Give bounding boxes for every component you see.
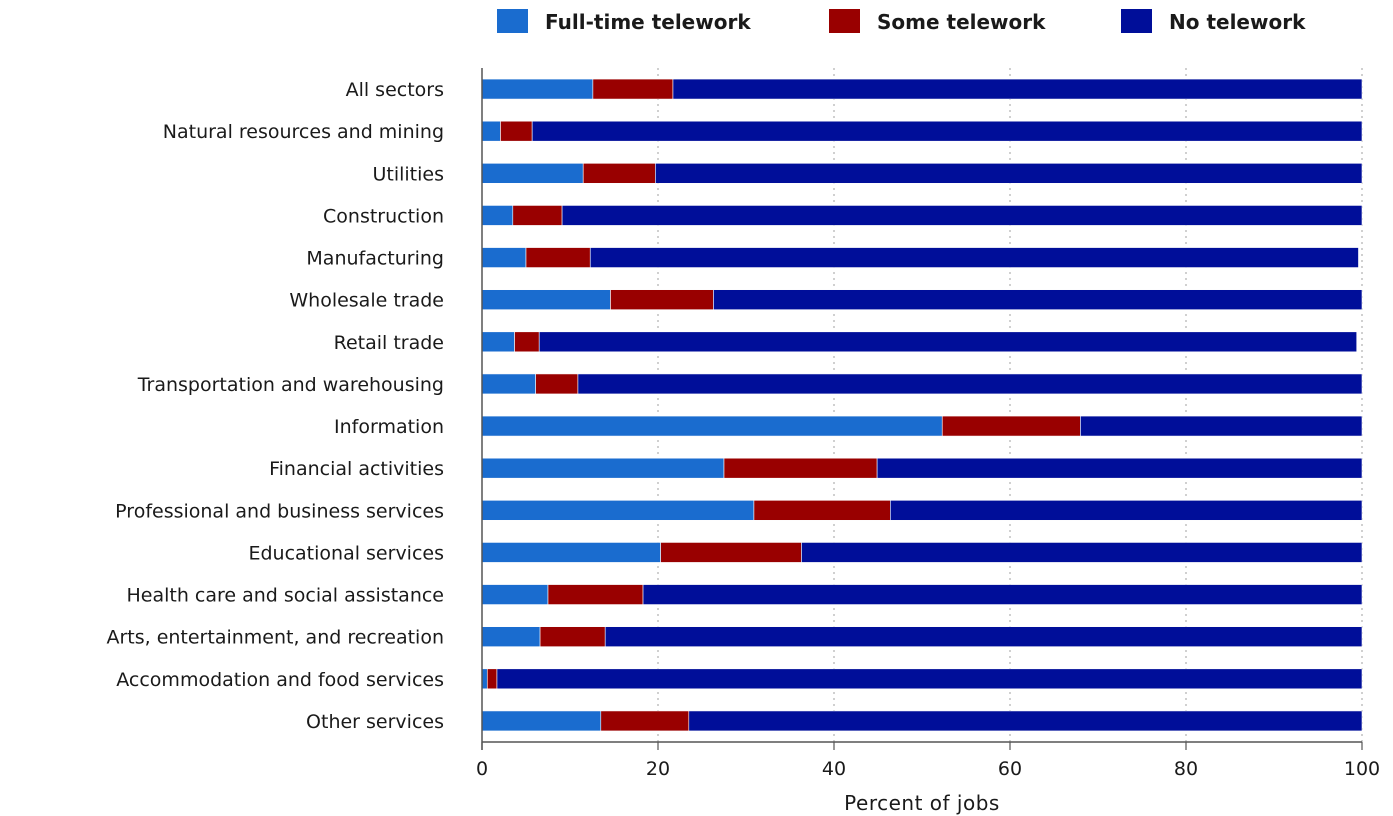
category-label: Wholesale trade <box>289 290 444 312</box>
bar-some-12 <box>547 584 644 605</box>
bar-some-15 <box>600 710 690 732</box>
bar-full-time-11 <box>481 542 661 563</box>
bar-some-0 <box>592 78 674 100</box>
category-label: Transportation and warehousing <box>137 374 444 396</box>
bar-full-time-8 <box>481 415 943 437</box>
bar-some-13 <box>539 626 606 647</box>
x-tick-label: 40 <box>822 758 846 780</box>
bar-none-11 <box>801 542 1363 563</box>
bar-some-8 <box>941 415 1081 437</box>
x-tick-label: 100 <box>1344 758 1380 780</box>
bar-some-11 <box>660 542 802 563</box>
category-label: Other services <box>306 711 444 733</box>
bar-none-12 <box>642 584 1363 605</box>
axes <box>481 68 1363 750</box>
bar-full-time-3 <box>481 205 514 226</box>
legend: Full-time telework Some telework No telewo… <box>497 9 1306 34</box>
legend-swatch <box>497 9 528 33</box>
x-tick-labels: 0 20 40 60 80 100 <box>476 758 1380 780</box>
x-tick-label: 80 <box>1174 758 1198 780</box>
legend-swatch <box>829 9 860 33</box>
legend-label: Some telework <box>877 10 1046 34</box>
category-label: Construction <box>323 205 444 227</box>
bar-none-1 <box>531 120 1363 142</box>
category-label: Health care and social assistance <box>126 585 444 607</box>
bar-full-time-5 <box>481 289 611 310</box>
bar-none-7 <box>577 373 1363 395</box>
category-label: Manufacturing <box>306 248 444 270</box>
legend-label: Full-time telework <box>545 10 751 34</box>
bar-full-time-12 <box>481 584 549 605</box>
bar-none-15 <box>688 710 1363 732</box>
category-label: Natural resources and mining <box>163 121 444 143</box>
bar-full-time-9 <box>481 457 725 479</box>
bar-none-14 <box>496 668 1363 690</box>
bar-some-5 <box>610 289 714 310</box>
bar-none-6 <box>538 331 1358 353</box>
bar-none-10 <box>890 500 1363 521</box>
bar-full-time-14 <box>481 668 488 690</box>
bar-some-10 <box>753 500 891 521</box>
x-tick-label: 60 <box>998 758 1022 780</box>
bar-none-8 <box>1080 415 1363 437</box>
category-label: Information <box>334 416 444 438</box>
category-label: All sectors <box>346 79 444 101</box>
bar-some-7 <box>535 373 579 395</box>
bar-none-9 <box>876 457 1363 479</box>
bar-full-time-1 <box>481 120 501 142</box>
category-label: Utilities <box>372 163 444 185</box>
bar-full-time-4 <box>481 247 527 268</box>
bar-some-1 <box>500 120 533 142</box>
category-label: Accommodation and food services <box>116 669 444 691</box>
bar-some-2 <box>582 163 656 184</box>
bar-full-time-7 <box>481 373 536 395</box>
bar-some-9 <box>723 457 878 479</box>
bar-some-6 <box>514 331 540 353</box>
x-axis-title: Percent of jobs <box>844 791 1000 815</box>
category-label: Educational services <box>248 542 444 564</box>
bar-some-4 <box>525 247 591 268</box>
legend-label: No telework <box>1169 10 1306 34</box>
bar-none-0 <box>672 78 1363 100</box>
bar-some-3 <box>512 205 563 226</box>
bar-full-time-2 <box>481 163 584 184</box>
category-label: Professional and business services <box>115 500 444 522</box>
bar-none-2 <box>655 163 1363 184</box>
x-tick-label: 0 <box>476 758 488 780</box>
bar-none-3 <box>561 205 1363 226</box>
bar-full-time-13 <box>481 626 541 647</box>
bar-some-14 <box>486 668 498 690</box>
bar-full-time-0 <box>481 78 594 100</box>
gridlines <box>657 68 1363 742</box>
category-labels: All sectors Natural resources and mining U… <box>106 79 444 733</box>
bar-none-4 <box>589 247 1359 268</box>
bar-none-13 <box>604 626 1363 647</box>
bars <box>481 78 1363 732</box>
category-label: Financial activities <box>269 458 444 480</box>
bar-full-time-10 <box>481 500 755 521</box>
category-label: Retail trade <box>334 332 444 354</box>
bar-none-5 <box>713 289 1363 310</box>
legend-swatch <box>1121 9 1152 33</box>
bar-full-time-6 <box>481 331 515 353</box>
category-label: Arts, entertainment, and recreation <box>106 627 444 649</box>
bar-full-time-15 <box>481 710 602 732</box>
x-tick-label: 20 <box>646 758 670 780</box>
